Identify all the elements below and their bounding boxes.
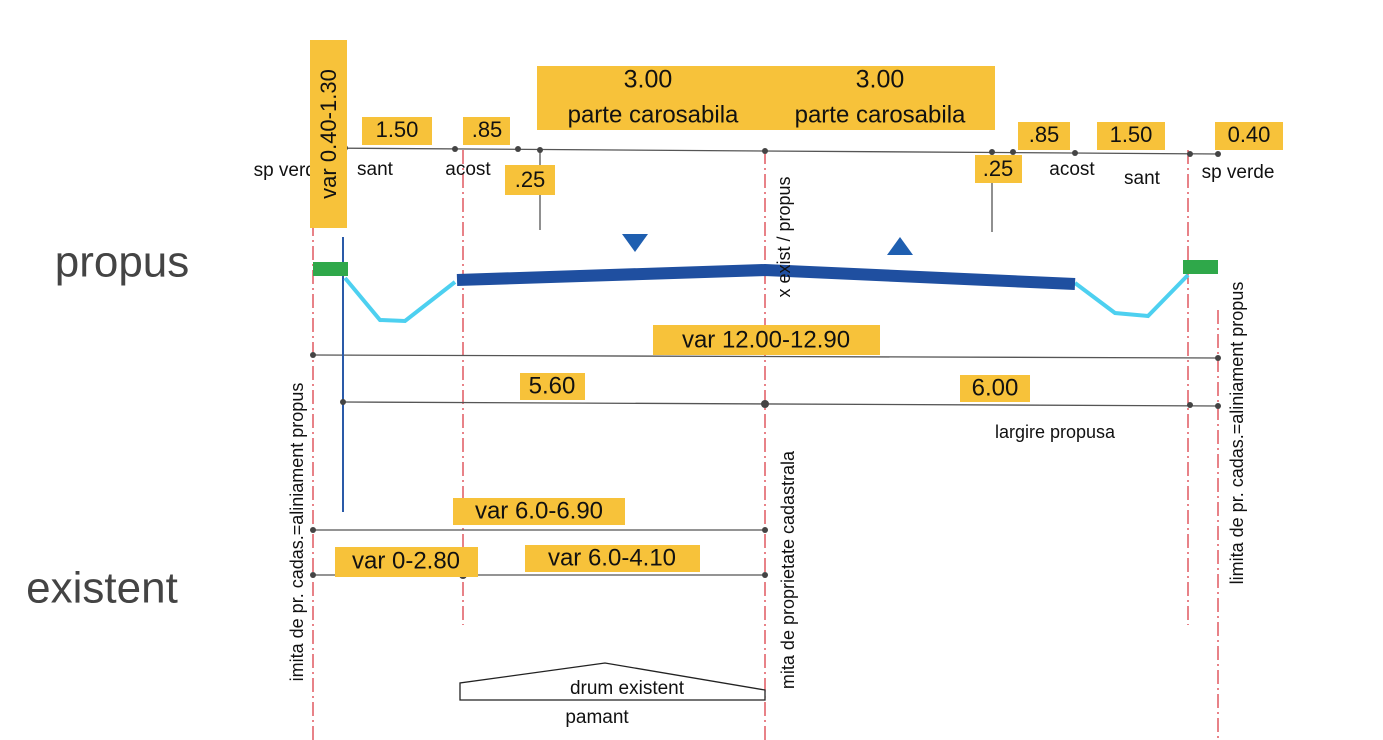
road-profile — [313, 234, 1218, 701]
label: var 6.0-4.10 — [548, 544, 676, 571]
label: imita de pr. cadas.=aliniament propus — [287, 383, 307, 682]
label: var 0-2.80 — [352, 547, 460, 574]
section-label: existent — [26, 564, 178, 613]
label: largire propusa — [995, 422, 1116, 442]
label: pamant — [565, 707, 629, 728]
label: 3.00 — [624, 66, 673, 94]
label: parte carosabila — [795, 101, 966, 128]
axis-lines — [312, 150, 1219, 740]
label: 1.50 — [376, 117, 419, 142]
label: sp verde — [1202, 162, 1275, 183]
label: 0.40 — [1228, 122, 1271, 147]
label: drum existent — [570, 678, 685, 699]
label: acost — [445, 159, 491, 180]
label: .85 — [472, 117, 503, 142]
label: var 0.40-1.30 — [316, 69, 341, 199]
label: acost — [1049, 159, 1095, 180]
label: limita de pr. cadas.=aliniament propus — [1227, 282, 1247, 585]
label: var 12.00-12.90 — [682, 326, 850, 353]
label: sp verde — [254, 160, 327, 181]
label: 1.50 — [1110, 122, 1153, 147]
label: var 6.0-6.90 — [475, 497, 603, 524]
label: sant — [357, 159, 394, 180]
label: parte carosabila — [568, 101, 739, 128]
section-label: propus — [55, 238, 190, 287]
label: .85 — [1029, 122, 1060, 147]
label: 3.00 — [856, 66, 905, 94]
label-boxes — [310, 40, 1283, 577]
label: sant — [1124, 168, 1161, 189]
label: 5.60 — [529, 372, 576, 399]
label: mita de proprietate cadastrala — [778, 450, 798, 689]
label: x exist / propus — [774, 176, 794, 297]
label: .25 — [515, 167, 546, 192]
label: .25 — [983, 156, 1014, 181]
label: 6.00 — [972, 374, 1019, 401]
